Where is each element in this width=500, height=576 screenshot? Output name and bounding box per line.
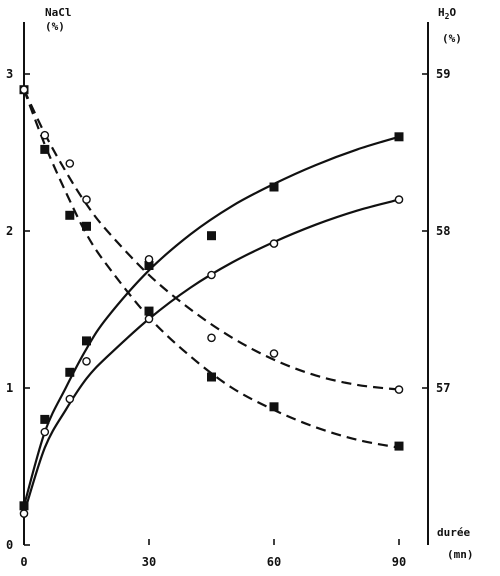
fit-curve-3 <box>23 89 400 391</box>
series-3-point-3 <box>82 195 91 204</box>
fit-curve-0 <box>22 135 400 507</box>
x-axis-caption: durée <box>437 526 470 539</box>
series-2-point-1 <box>40 144 50 154</box>
left-tick-label-2: 2 <box>6 224 13 238</box>
series-3-point-0 <box>19 85 29 94</box>
series-1-point-6 <box>269 239 279 248</box>
axes <box>23 22 429 545</box>
series-3-point-7 <box>394 385 404 394</box>
right-axis-title: H2O <box>438 6 456 21</box>
right-axis-title-o: O <box>449 6 456 19</box>
series-2-point-4 <box>144 306 154 316</box>
curves <box>22 89 400 514</box>
series-3-point-1 <box>40 130 50 140</box>
series-1-point-3 <box>82 356 91 366</box>
series-2-point-7 <box>394 441 404 451</box>
series-0-point-1 <box>40 414 50 424</box>
left-tick-label-3: 3 <box>6 67 13 81</box>
series-2-point-5 <box>207 372 216 382</box>
x-tick-label-3: 90 <box>392 555 406 569</box>
x-tick-label-2: 60 <box>267 555 281 569</box>
series-2-point-2 <box>65 210 75 220</box>
series-1-point-7 <box>394 195 404 204</box>
ticks: 0 1 2 3 57 58 59 0 30 60 90 <box>6 67 450 569</box>
series-0-point-6 <box>269 182 279 192</box>
series-0-point-2 <box>65 367 75 377</box>
series-0-point-5 <box>207 231 216 241</box>
series-3-point-4 <box>144 254 154 264</box>
x-axis-unit: (mn) <box>447 548 474 561</box>
right-tick-label-2: 59 <box>436 67 450 81</box>
series-0-point-0 <box>19 501 29 511</box>
series-1-point-5 <box>207 270 216 280</box>
series-3-point-5 <box>207 333 216 343</box>
series-1-point-4 <box>144 314 154 324</box>
series-1-point-1 <box>40 427 50 437</box>
right-tick-label-0: 57 <box>436 381 450 395</box>
series-3-point-6 <box>269 349 279 358</box>
left-tick-label-1: 1 <box>6 381 13 395</box>
right-tick-label-1: 58 <box>436 224 450 238</box>
series-0-point-3 <box>82 336 91 346</box>
series-1-point-2 <box>65 394 75 404</box>
left-axis-title: NaCl <box>45 6 72 19</box>
right-axis-title-subscript: 2 <box>445 12 450 21</box>
x-tick-label-1: 30 <box>142 555 156 569</box>
left-tick-label-0: 0 <box>6 538 13 552</box>
series-1-point-0 <box>19 509 29 518</box>
series-2-point-6 <box>269 402 279 412</box>
series-0-point-7 <box>394 132 404 142</box>
fit-curve-2 <box>22 89 400 449</box>
series-3-point-2 <box>65 159 75 168</box>
fit-curve-1 <box>22 198 400 514</box>
right-axis-unit: (%) <box>442 32 462 45</box>
left-axis-unit: (%) <box>45 20 65 33</box>
x-tick-label-0: 0 <box>20 555 27 569</box>
series-2-point-3 <box>82 221 91 231</box>
markers <box>19 85 404 518</box>
